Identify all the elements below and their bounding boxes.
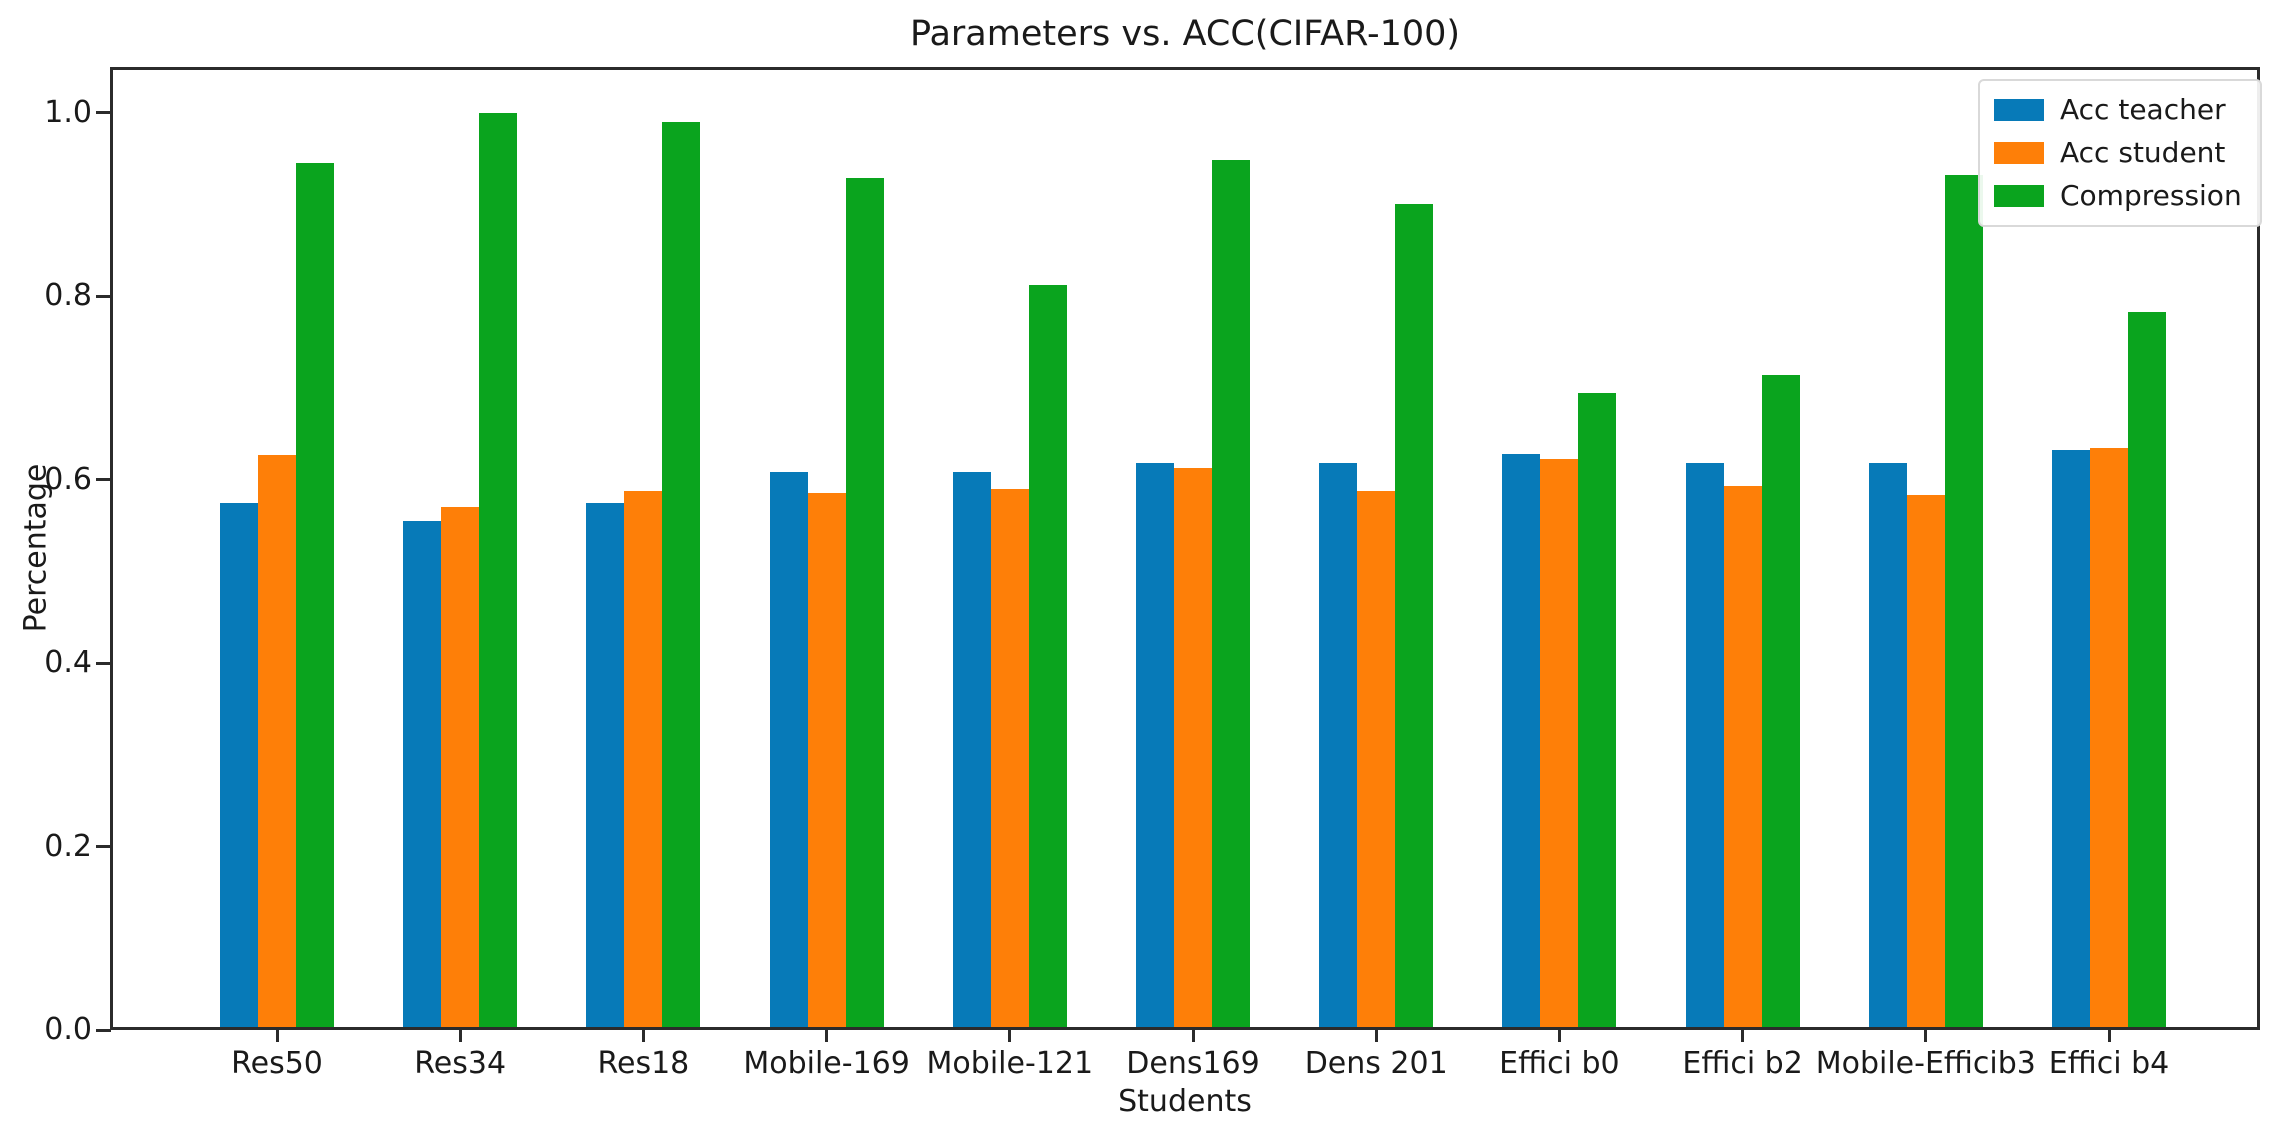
x-tick-mark — [1924, 1030, 1928, 1042]
x-tick-mark — [1741, 1030, 1745, 1042]
bar-compression — [1028, 285, 1067, 1030]
bar-group — [586, 122, 701, 1030]
y-axis-title: Percentage — [18, 463, 54, 633]
bar-compression — [1212, 159, 1250, 1030]
x-tick-mark — [1557, 1030, 1561, 1042]
x-tick-label: Res34 — [414, 1046, 507, 1081]
x-tick-mark — [641, 1030, 645, 1042]
bar-group — [952, 285, 1067, 1030]
y-tick-label: 0.6 — [44, 461, 92, 497]
bar-compression — [1395, 203, 1434, 1030]
x-tick-mark — [1191, 1030, 1195, 1042]
bar-acc-student — [1723, 486, 1762, 1030]
bar-compression — [845, 177, 884, 1030]
y-tick-mark — [96, 478, 111, 482]
x-tick-label: Effici b4 — [2048, 1046, 2170, 1081]
x-axis-title: Students — [1118, 1084, 1252, 1119]
legend-swatch-icon — [1994, 185, 2044, 207]
y-tick-label: 0.2 — [44, 828, 92, 864]
bar-acc-teacher — [2052, 450, 2090, 1030]
chart-title: Parameters vs. ACC(CIFAR-100) — [909, 14, 1461, 54]
y-tick-mark — [96, 845, 111, 849]
bar-group — [769, 177, 884, 1030]
y-tick-mark — [96, 111, 111, 115]
y-tick-label: 1.0 — [44, 94, 92, 130]
legend-label: Acc student — [2060, 136, 2226, 169]
x-tick-label: Effici b2 — [1682, 1046, 1803, 1081]
bar-acc-student — [441, 507, 480, 1030]
legend: Acc teacher Acc student Compression — [1978, 79, 2262, 227]
bar-compression — [296, 163, 334, 1030]
x-tick-mark — [275, 1030, 279, 1042]
bar-acc-teacher — [220, 502, 258, 1030]
x-tick-label: Mobile-169 — [743, 1046, 910, 1081]
bar-group — [1319, 203, 1434, 1030]
bar-acc-student — [990, 488, 1029, 1030]
x-tick-mark — [1374, 1030, 1378, 1042]
x-tick-label: Mobile-Efficib3 — [1815, 1046, 2036, 1081]
bar-acc-student — [624, 490, 663, 1030]
bar-compression — [662, 122, 701, 1030]
bar-acc-teacher — [1685, 463, 1724, 1030]
bar-acc-teacher — [1319, 463, 1358, 1030]
bar-compression — [1944, 175, 1983, 1030]
bar-acc-teacher — [1868, 463, 1907, 1030]
y-tick-mark — [96, 661, 111, 665]
legend-label: Acc teacher — [2060, 93, 2226, 126]
y-tick-label: 0.4 — [44, 645, 92, 681]
bar-acc-student — [1357, 490, 1396, 1030]
bar-acc-student — [1174, 467, 1212, 1030]
x-tick-label: Effici b0 — [1499, 1046, 1620, 1081]
bar-compression — [479, 112, 518, 1030]
x-tick-label: Res50 — [231, 1046, 323, 1081]
y-tick-label: 0.8 — [44, 278, 92, 314]
plot-area — [110, 67, 2260, 1030]
bar-acc-teacher — [1136, 463, 1174, 1030]
bar-compression — [2128, 311, 2166, 1030]
y-tick-label: 0.0 — [44, 1012, 92, 1047]
bar-group — [1502, 392, 1617, 1030]
bar-group — [403, 112, 518, 1030]
legend-swatch-icon — [1994, 142, 2044, 164]
x-tick-label: Res18 — [597, 1046, 690, 1081]
bar-acc-student — [2090, 447, 2128, 1030]
bar-group — [2052, 311, 2166, 1030]
legend-row: Compression — [1994, 179, 2242, 213]
bar-acc-student — [1906, 495, 1945, 1030]
bar-group — [1136, 159, 1250, 1030]
bar-group — [220, 163, 334, 1030]
bar-compression — [1578, 392, 1617, 1030]
x-tick-label: Dens 201 — [1304, 1046, 1448, 1081]
legend-swatch-icon — [1994, 99, 2044, 121]
bar-acc-teacher — [952, 472, 991, 1030]
x-tick-mark — [825, 1030, 829, 1042]
bar-group — [1685, 375, 1800, 1030]
bar-group — [1868, 175, 1983, 1030]
bar-acc-student — [807, 493, 846, 1030]
bar-acc-teacher — [586, 502, 625, 1030]
bar-acc-student — [258, 454, 296, 1030]
bar-acc-teacher — [403, 521, 442, 1030]
bar-acc-student — [1540, 458, 1579, 1030]
x-tick-label: Dens169 — [1126, 1046, 1260, 1081]
bar-acc-teacher — [769, 472, 808, 1030]
legend-row: Acc student — [1994, 136, 2242, 170]
y-tick-mark — [96, 1028, 111, 1032]
x-tick-label: Mobile-121 — [926, 1046, 1094, 1081]
y-tick-mark — [96, 294, 111, 298]
bar-acc-teacher — [1502, 454, 1541, 1030]
legend-label: Compression — [2060, 179, 2242, 212]
x-tick-mark — [1008, 1030, 1012, 1042]
x-tick-mark — [458, 1030, 462, 1042]
legend-row: Acc teacher — [1994, 93, 2242, 127]
bar-compression — [1761, 375, 1800, 1030]
x-tick-mark — [2107, 1030, 2111, 1042]
